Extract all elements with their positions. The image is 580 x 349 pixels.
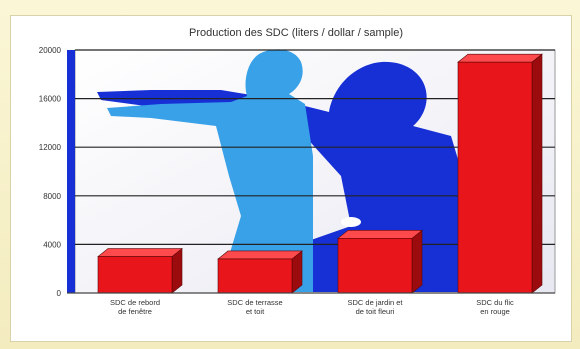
y-axis-ticks: 0 4000 8000 12000 16000 20000 bbox=[39, 46, 62, 298]
bar bbox=[217, 250, 303, 294]
bar-top bbox=[337, 230, 423, 239]
chart-panel: Production des SDC (liters / dollar / sa… bbox=[10, 15, 572, 342]
bar-side bbox=[411, 229, 423, 294]
y-axis-bar bbox=[67, 50, 75, 293]
chart-title: Production des SDC (liters / dollar / sa… bbox=[189, 27, 403, 39]
y-tick-label: 0 bbox=[57, 289, 62, 298]
y-tick-label: 20000 bbox=[39, 46, 62, 55]
bar-side bbox=[531, 53, 543, 294]
x-tick-label: SDC de rebord de fenêtre bbox=[110, 298, 160, 316]
y-tick-label: 8000 bbox=[43, 192, 61, 201]
x-tick-label: SDC du flic en rouge bbox=[476, 298, 514, 316]
bar-chart: Production des SDC (liters / dollar / sa… bbox=[39, 27, 556, 316]
bar-front bbox=[217, 258, 293, 294]
bar bbox=[457, 53, 543, 294]
bar-front bbox=[457, 61, 533, 294]
x-tick-label: SDC de terrasse et toit bbox=[227, 298, 282, 316]
bar-top bbox=[97, 248, 183, 257]
x-tick-label: SDC de jardin et de toit fleuri bbox=[347, 298, 403, 316]
x-axis-labels: SDC de rebord de fenêtre SDC de terrasse et… bbox=[110, 298, 514, 316]
bars bbox=[97, 53, 543, 294]
bar-top bbox=[217, 250, 303, 260]
bar bbox=[97, 247, 183, 294]
y-tick-label: 12000 bbox=[39, 143, 62, 152]
bar-top bbox=[457, 53, 543, 63]
y-tick-label: 16000 bbox=[39, 95, 62, 104]
bar-front bbox=[337, 238, 413, 294]
y-tick-label: 4000 bbox=[43, 240, 61, 249]
bar-front bbox=[97, 256, 173, 294]
bar bbox=[337, 229, 423, 294]
